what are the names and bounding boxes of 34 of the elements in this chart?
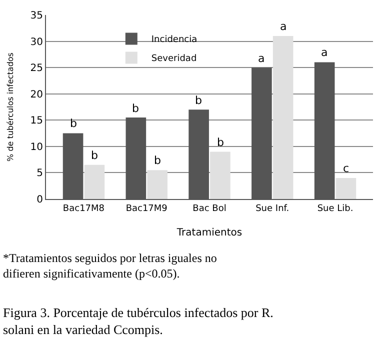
annotation: c [343,162,350,175]
annotation: a [280,20,287,33]
y-tick-label: 35 [30,10,43,22]
y-tick-label: 30 [30,36,43,48]
x-axis-title: Tratamientos [176,227,242,238]
x-tick-label: Bac17M8 [62,204,105,214]
bar [272,36,294,199]
annotation: b [70,117,77,130]
y-tick-label: 0 [36,194,43,206]
annotation: b [132,102,139,115]
bar [210,152,230,199]
bar [336,178,356,199]
text: Figura 3. Porcentaje de tubérculos infectados por R. solani en la variedad Ccompis. [3,305,274,337]
y-tick-label: 10 [30,142,43,153]
annotation: b [154,154,161,167]
bar [147,170,168,199]
legend-label: Severidad [151,54,197,64]
bar [84,164,105,199]
y-tick-label: 20 [30,89,43,100]
x-tick-label: Bac Bol [192,204,226,214]
y-axis-title: % de tubérculos infectados [6,52,15,162]
legend-label: Incidencia [151,35,198,46]
annotation: b [217,136,224,149]
x-tick-label: Sue Lib. [317,204,354,214]
y-tick-label: 15 [30,116,43,127]
annotation: b [91,149,98,162]
text: *Tratamientos seguidos por letras iguales no difieren significativamente (p<0.05). [3,251,217,281]
y-tick-label: 25 [30,63,43,74]
y-tick-label: 5 [36,168,43,180]
annotation: a [258,52,265,65]
annotation: a [321,46,328,59]
x-tick-label: Sue Inf. [256,204,290,214]
x-tick-label: Bac17M9 [126,204,168,214]
annotation: b [195,94,202,107]
